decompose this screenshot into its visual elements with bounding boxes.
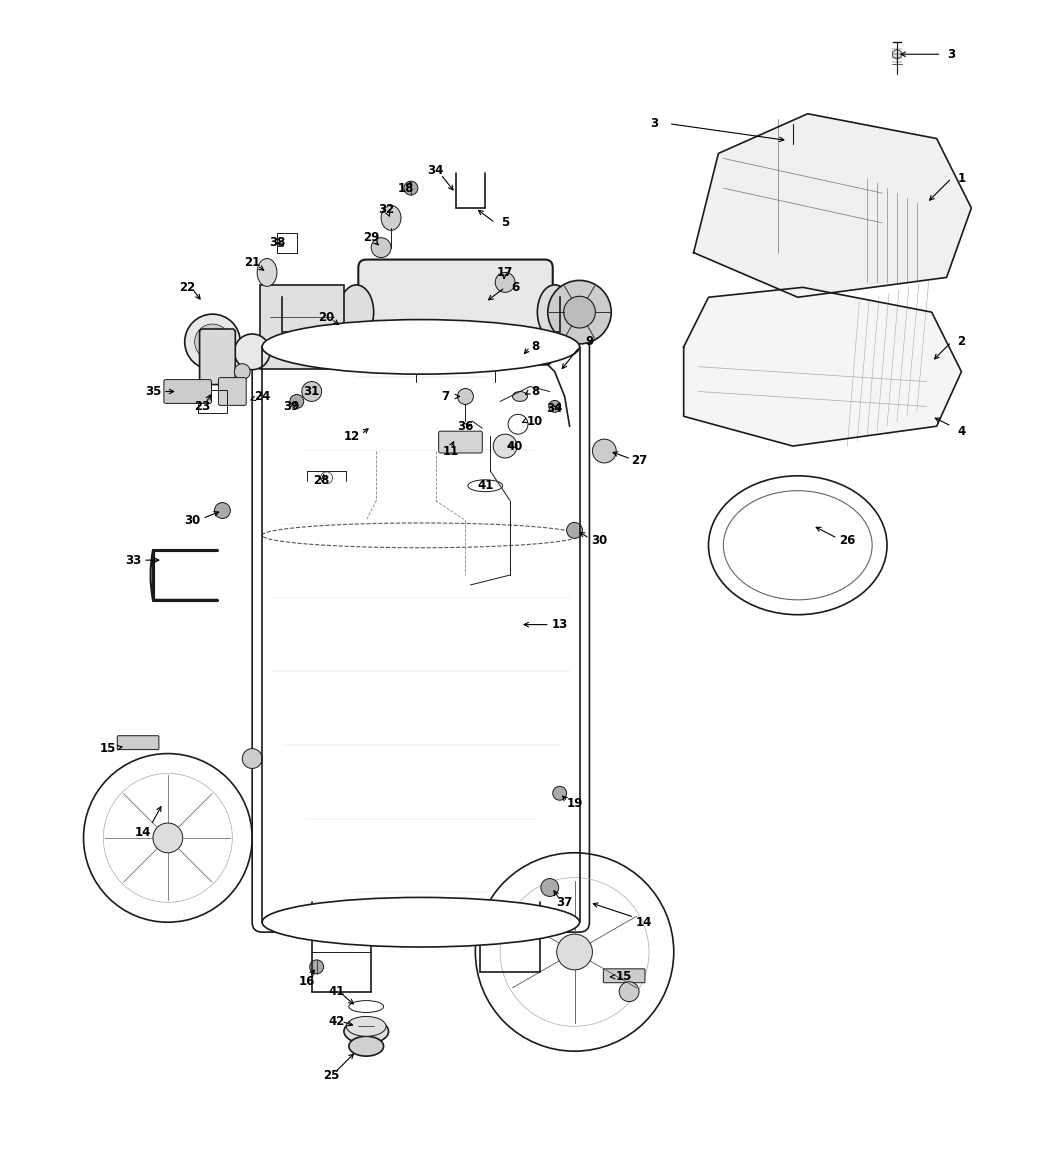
Text: 39: 39 (284, 400, 300, 412)
Text: 41: 41 (329, 985, 344, 998)
Circle shape (541, 879, 558, 896)
Circle shape (458, 388, 473, 404)
FancyBboxPatch shape (218, 378, 246, 405)
Ellipse shape (257, 259, 277, 286)
Text: 28: 28 (313, 475, 330, 487)
Circle shape (567, 522, 582, 538)
Ellipse shape (348, 1036, 384, 1056)
FancyBboxPatch shape (200, 329, 235, 385)
Ellipse shape (513, 392, 527, 402)
Circle shape (242, 748, 262, 768)
Ellipse shape (381, 206, 401, 230)
Text: 29: 29 (363, 231, 380, 244)
Circle shape (290, 395, 304, 409)
Circle shape (549, 401, 561, 412)
Text: 17: 17 (497, 266, 514, 280)
FancyBboxPatch shape (439, 431, 483, 453)
Ellipse shape (346, 1016, 386, 1036)
Text: 42: 42 (329, 1015, 344, 1028)
Circle shape (302, 381, 321, 402)
Text: 19: 19 (567, 797, 582, 810)
Text: 37: 37 (556, 896, 573, 909)
Ellipse shape (538, 285, 572, 340)
Text: 22: 22 (180, 281, 196, 293)
Polygon shape (683, 288, 961, 446)
Text: 16: 16 (298, 975, 315, 989)
Bar (198, 389, 228, 413)
FancyBboxPatch shape (603, 969, 645, 983)
Text: 24: 24 (254, 390, 270, 403)
Circle shape (371, 238, 391, 258)
Text: 9: 9 (586, 335, 594, 349)
Text: 6: 6 (511, 281, 519, 293)
Circle shape (552, 787, 567, 800)
Circle shape (548, 281, 612, 344)
Text: 5: 5 (501, 216, 510, 230)
Ellipse shape (344, 1019, 389, 1044)
Circle shape (234, 364, 251, 380)
Text: 8: 8 (530, 341, 539, 353)
Circle shape (310, 960, 323, 974)
Text: 31: 31 (304, 385, 320, 398)
Text: 2: 2 (958, 335, 965, 349)
Circle shape (194, 325, 230, 359)
Circle shape (234, 334, 270, 370)
Text: 41: 41 (477, 479, 493, 492)
Text: 3: 3 (947, 47, 956, 61)
Circle shape (495, 273, 515, 292)
Text: 8: 8 (530, 385, 539, 398)
Circle shape (185, 314, 240, 370)
Text: 38: 38 (268, 237, 285, 249)
Text: 10: 10 (526, 415, 543, 427)
Ellipse shape (262, 897, 579, 947)
Text: 30: 30 (184, 514, 201, 527)
Circle shape (564, 297, 595, 328)
Text: 3: 3 (650, 117, 658, 131)
Text: 25: 25 (323, 1070, 340, 1082)
Text: 40: 40 (506, 440, 523, 453)
Circle shape (214, 502, 230, 519)
Text: 36: 36 (458, 419, 473, 433)
Text: 33: 33 (125, 553, 141, 567)
Bar (260, 285, 344, 370)
Text: 23: 23 (194, 400, 211, 412)
Text: 14: 14 (135, 827, 151, 840)
Ellipse shape (339, 285, 373, 340)
Circle shape (153, 824, 183, 852)
Text: 13: 13 (551, 618, 568, 631)
Circle shape (493, 434, 517, 459)
Text: 1: 1 (958, 172, 965, 185)
Text: 18: 18 (397, 181, 414, 195)
Circle shape (556, 934, 593, 970)
Text: 21: 21 (244, 256, 260, 269)
Text: 15: 15 (616, 970, 632, 983)
Text: 7: 7 (442, 390, 449, 403)
FancyBboxPatch shape (359, 260, 552, 365)
Text: 32: 32 (378, 203, 394, 216)
Circle shape (619, 982, 639, 1001)
Polygon shape (694, 113, 971, 297)
Text: 27: 27 (631, 454, 647, 468)
Circle shape (788, 140, 797, 148)
FancyBboxPatch shape (118, 736, 159, 750)
Text: 14: 14 (635, 916, 652, 929)
Text: 12: 12 (343, 430, 360, 442)
Text: 15: 15 (100, 743, 116, 755)
Circle shape (404, 181, 418, 195)
Ellipse shape (513, 352, 527, 362)
Text: 20: 20 (318, 311, 335, 323)
Text: 26: 26 (839, 534, 856, 546)
Ellipse shape (262, 320, 579, 374)
Text: 34: 34 (547, 402, 563, 415)
Text: 30: 30 (591, 534, 607, 546)
FancyBboxPatch shape (721, 195, 806, 251)
FancyBboxPatch shape (164, 380, 211, 403)
Text: 34: 34 (427, 164, 444, 177)
Text: 4: 4 (957, 425, 965, 438)
Text: 11: 11 (442, 445, 459, 457)
Text: 35: 35 (145, 385, 161, 398)
Circle shape (593, 439, 617, 463)
Bar (282, 292, 560, 331)
